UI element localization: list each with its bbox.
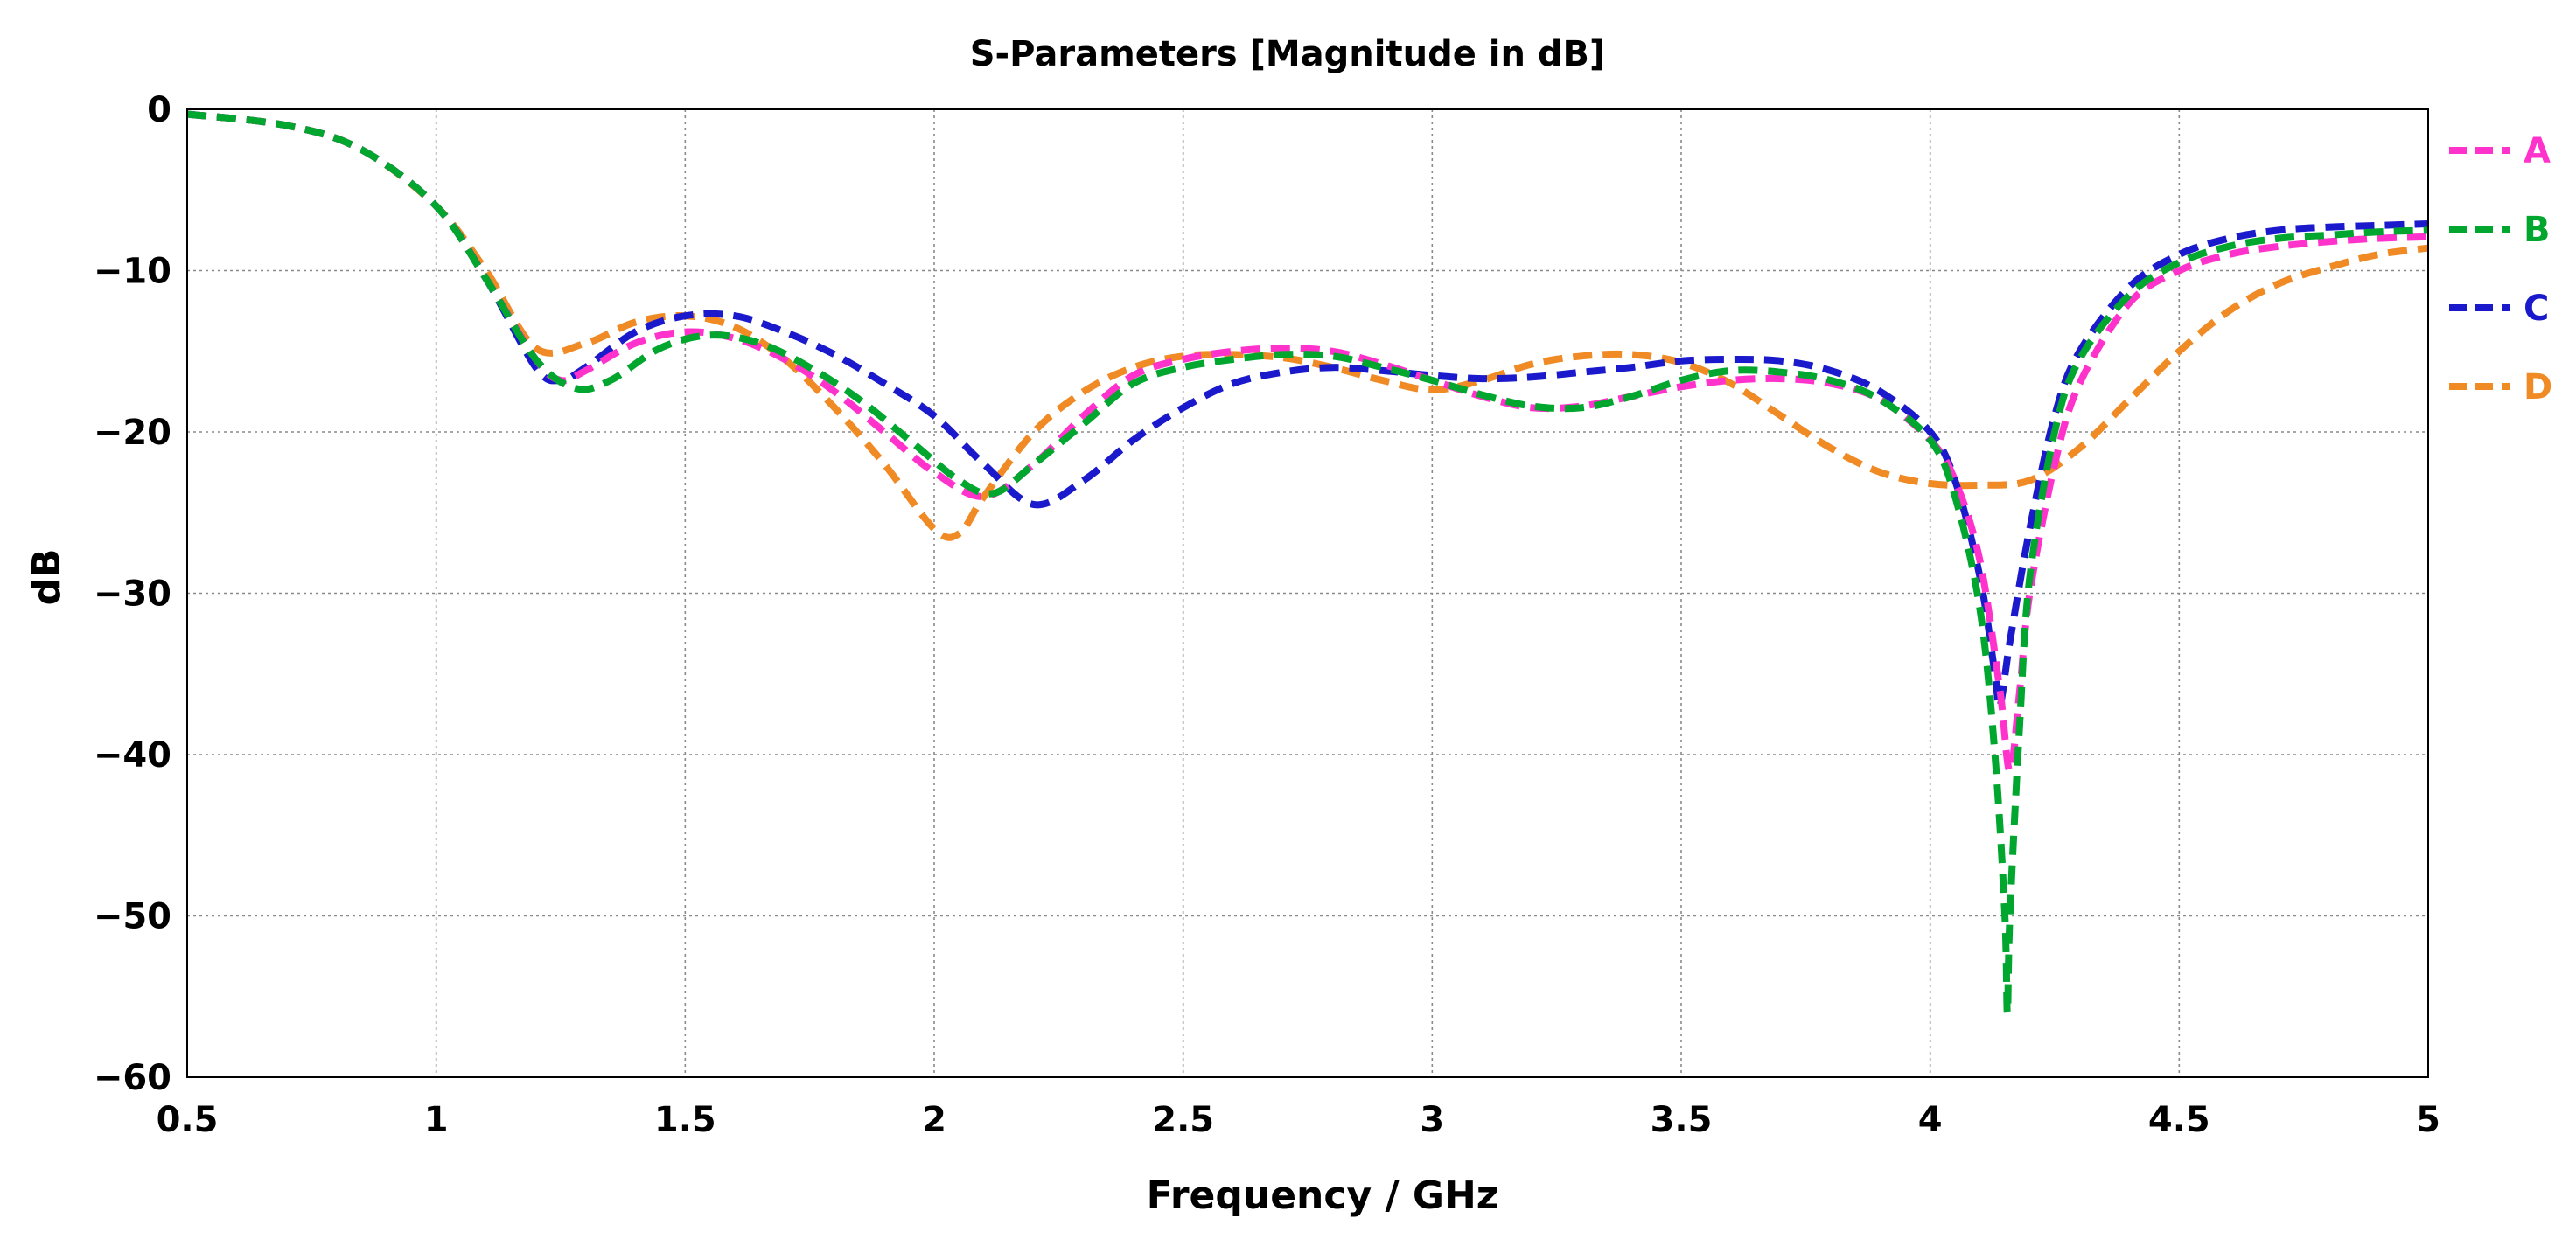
y-tick-label: −20 bbox=[94, 413, 171, 453]
y-tick-label: 0 bbox=[147, 90, 171, 130]
legend-label-b: B bbox=[2524, 210, 2551, 250]
x-tick-label: 1.5 bbox=[654, 1100, 716, 1140]
x-tick-label: 2 bbox=[922, 1100, 946, 1140]
legend-label-a: A bbox=[2524, 131, 2551, 171]
plot-frame bbox=[186, 108, 2429, 1078]
series-line-c bbox=[186, 110, 2429, 711]
x-tick-label: 5 bbox=[2416, 1100, 2440, 1140]
x-tick-label: 4.5 bbox=[2148, 1100, 2210, 1140]
x-tick-label: 1 bbox=[424, 1100, 449, 1140]
series-line-a bbox=[186, 110, 2429, 775]
y-tick-label: −40 bbox=[94, 735, 171, 776]
series-lines bbox=[186, 110, 2429, 1017]
x-tick-label: 2.5 bbox=[1152, 1100, 1214, 1140]
chart-title: S-Parameters [Magnitude in dB] bbox=[970, 34, 1606, 74]
legend-label-c: C bbox=[2524, 289, 2549, 329]
y-tick-label: −10 bbox=[94, 252, 171, 292]
grid-lines bbox=[187, 109, 2428, 1077]
x-axis-label: Frequency / GHz bbox=[1147, 1173, 1499, 1218]
series-line-b bbox=[186, 110, 2429, 1017]
series-line-d bbox=[186, 110, 2429, 541]
y-axis-label: dB bbox=[24, 548, 69, 605]
x-tick-label: 3.5 bbox=[1651, 1100, 1713, 1140]
x-tick-label: 0.5 bbox=[157, 1100, 219, 1140]
x-tick-label: 4 bbox=[1918, 1100, 1943, 1140]
x-tick-label: 3 bbox=[1420, 1100, 1444, 1140]
tick-labels: 0.5 1 1.5 2 2.5 3 3.5 4 4.5 5 0 −10 −20 −30 −40 −50 −60 bbox=[94, 90, 2440, 1140]
y-tick-label: −50 bbox=[94, 897, 171, 937]
y-tick-label: −30 bbox=[94, 574, 171, 615]
legend-label-d: D bbox=[2524, 367, 2552, 407]
y-tick-label: −60 bbox=[94, 1058, 171, 1098]
